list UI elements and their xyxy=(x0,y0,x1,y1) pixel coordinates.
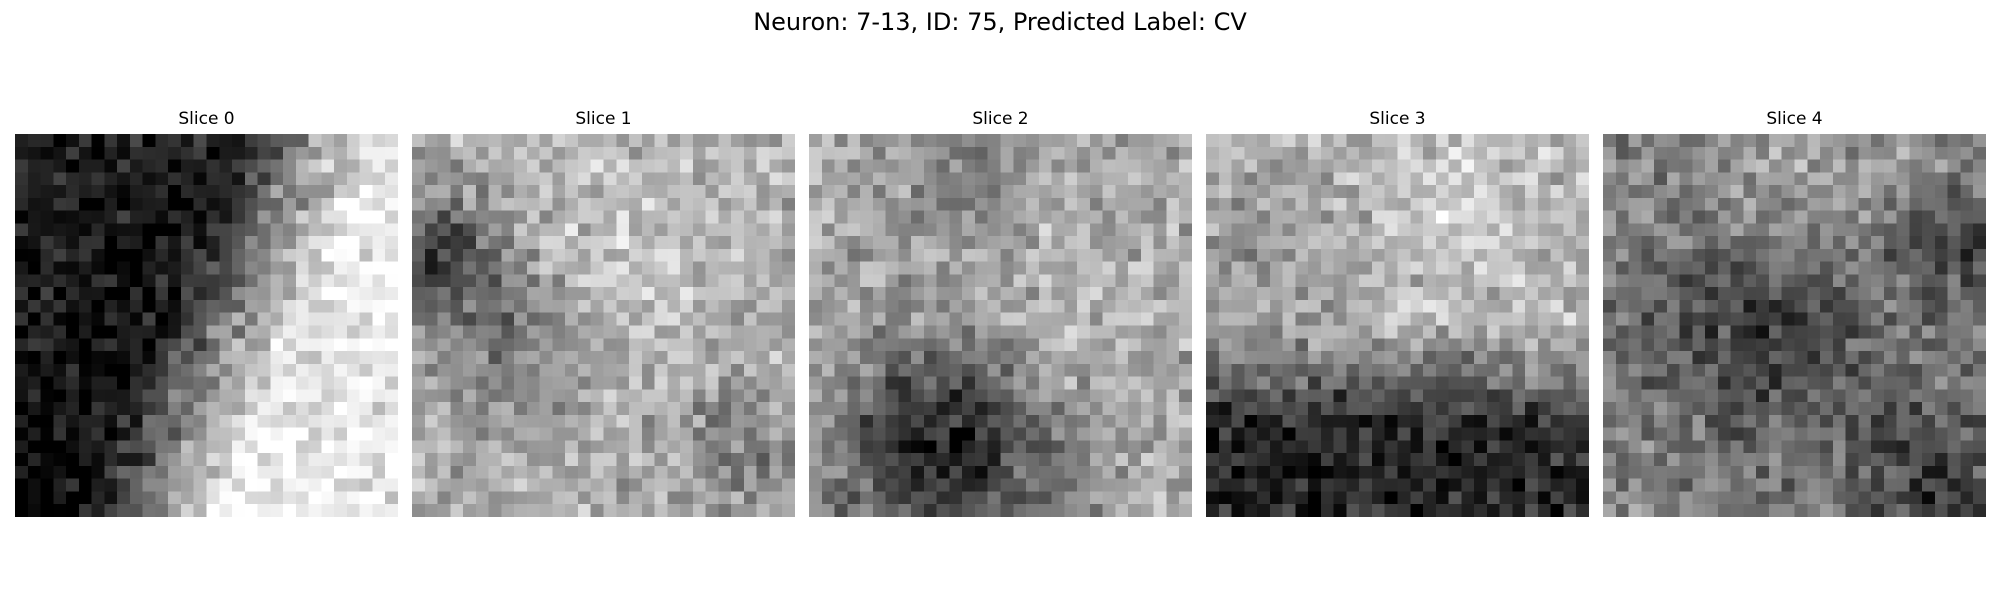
slice-image-4 xyxy=(1603,134,1986,517)
slice-title-0: Slice 0 xyxy=(178,109,235,129)
slice-panel-1: Slice 1 xyxy=(412,108,795,518)
slice-panel-3: Slice 3 xyxy=(1206,108,1589,518)
slice-title-1: Slice 1 xyxy=(575,109,632,129)
slice-image-3 xyxy=(1206,134,1589,517)
slice-title-2: Slice 2 xyxy=(972,109,1029,129)
slice-image-1 xyxy=(412,134,795,517)
slice-image-0 xyxy=(15,134,398,517)
slice-panel-0: Slice 0 xyxy=(15,108,398,518)
slice-panel-2: Slice 2 xyxy=(809,108,1192,518)
slice-panel-4: Slice 4 xyxy=(1603,108,1986,518)
slice-title-3: Slice 3 xyxy=(1369,109,1426,129)
slice-title-4: Slice 4 xyxy=(1766,109,1823,129)
figure-title: Neuron: 7-13, ID: 75, Predicted Label: C… xyxy=(753,8,1247,36)
slice-image-2 xyxy=(809,134,1192,517)
